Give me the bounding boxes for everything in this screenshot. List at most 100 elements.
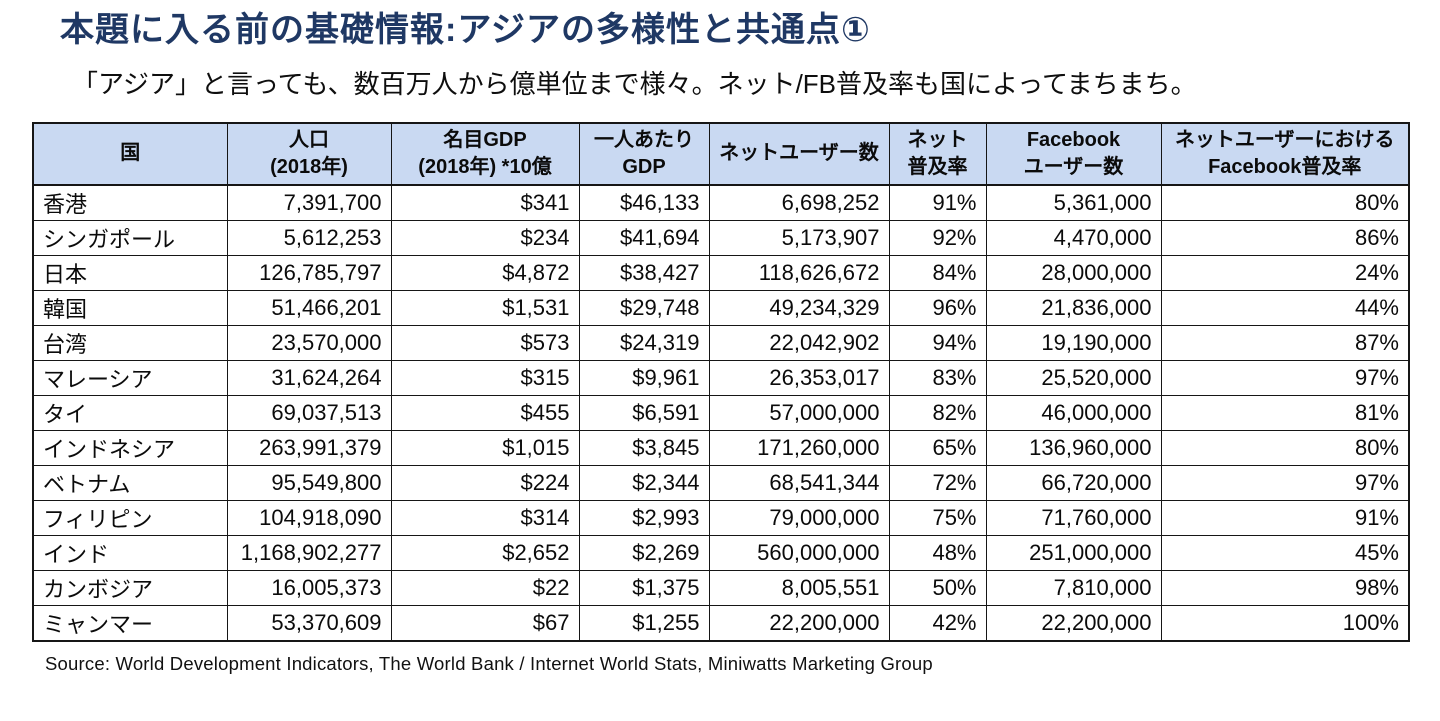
value-cell: 81% [1160, 394, 1410, 431]
value-cell: 91% [1160, 499, 1410, 536]
table-row: ベトナム 95,549,800 $224 $2,344 68,541,344 72% 66,… [32, 464, 1410, 501]
value-cell: $67 [390, 604, 580, 642]
value-cell: 57,000,000 [708, 394, 890, 431]
table-header-row: 国人口 (2018年) 名目GDP (2018年) *10億 一人あたり GDP ネッ… [32, 122, 1410, 186]
country-cell: マレーシア [32, 359, 228, 396]
country-cell: ミャンマー [32, 604, 228, 642]
value-cell: 46,000,000 [985, 394, 1162, 431]
value-cell: $6,591 [578, 394, 710, 431]
value-cell: 53,370,609 [226, 604, 392, 642]
country-cell: 台湾 [32, 324, 228, 361]
table-row: ミャンマー 53,370,609 $67 $1,255 22,200,000 42% 22,… [32, 604, 1410, 642]
value-cell: $455 [390, 394, 580, 431]
value-cell: $234 [390, 219, 580, 256]
value-cell: 171,260,000 [708, 429, 890, 466]
table-row: インド 1,168,902,277 $2,652 $2,269 560,000,000 4… [32, 534, 1410, 571]
value-cell: 251,000,000 [985, 534, 1162, 571]
table-row: カンボジア 16,005,373 $22 $1,375 8,005,551 50% 7,81… [32, 569, 1410, 606]
value-cell: $46,133 [578, 184, 710, 221]
value-cell: 92% [888, 219, 987, 256]
country-cell: インドネシア [32, 429, 228, 466]
table-row: マレーシア 31,624,264 $315 $9,961 26,353,017 83% 25… [32, 359, 1410, 396]
value-cell: 7,810,000 [985, 569, 1162, 606]
country-cell: 日本 [32, 254, 228, 291]
country-cell: 香港 [32, 184, 228, 221]
column-header-country: 国 [32, 122, 228, 186]
table-row: 台湾 23,570,000 $573 $24,319 22,042,902 94% 19,1… [32, 324, 1410, 361]
value-cell: 6,698,252 [708, 184, 890, 221]
value-cell: 80% [1160, 184, 1410, 221]
value-cell: 126,785,797 [226, 254, 392, 291]
value-cell: 22,200,000 [708, 604, 890, 642]
value-cell: $314 [390, 499, 580, 536]
value-cell: $24,319 [578, 324, 710, 361]
value-cell: $1,015 [390, 429, 580, 466]
source-note: Source: World Development Indicators, Th… [45, 652, 933, 674]
value-cell: 16,005,373 [226, 569, 392, 606]
value-cell: $38,427 [578, 254, 710, 291]
value-cell: $2,652 [390, 534, 580, 571]
value-cell: 69,037,513 [226, 394, 392, 431]
table-row: フィリピン 104,918,090 $314 $2,993 79,000,000 75% 7… [32, 499, 1410, 536]
value-cell: 8,005,551 [708, 569, 890, 606]
value-cell: $41,694 [578, 219, 710, 256]
page-subtitle: 「アジア」と言っても、数百万人から億単位まで様々。ネット/FB普及率も国によって… [72, 68, 1197, 99]
column-header-gdp-per-capita: 一人あたり GDP [578, 122, 710, 186]
value-cell: 65% [888, 429, 987, 466]
value-cell: $573 [390, 324, 580, 361]
value-cell: $3,845 [578, 429, 710, 466]
value-cell: 19,190,000 [985, 324, 1162, 361]
value-cell: 100% [1160, 604, 1410, 642]
value-cell: 66,720,000 [985, 464, 1162, 501]
table-row: タイ 69,037,513 $455 $6,591 57,000,000 82% 46,00… [32, 394, 1410, 431]
value-cell: 83% [888, 359, 987, 396]
value-cell: 68,541,344 [708, 464, 890, 501]
table-row: 香港 7,391,700 $341 $46,133 6,698,252 91% 5,361,… [32, 184, 1410, 221]
value-cell: $1,255 [578, 604, 710, 642]
table-row: インドネシア 263,991,379 $1,015 $3,845 171,260,000… [32, 429, 1410, 466]
value-cell: 21,836,000 [985, 289, 1162, 326]
value-cell: 5,612,253 [226, 219, 392, 256]
value-cell: 560,000,000 [708, 534, 890, 571]
value-cell: 44% [1160, 289, 1410, 326]
country-cell: カンボジア [32, 569, 228, 606]
value-cell: 48% [888, 534, 987, 571]
value-cell: $1,375 [578, 569, 710, 606]
table-row: シンガポール 5,612,253 $234 $41,694 5,173,907 92% 4,… [32, 219, 1410, 256]
value-cell: $9,961 [578, 359, 710, 396]
value-cell: 50% [888, 569, 987, 606]
value-cell: 94% [888, 324, 987, 361]
value-cell: $29,748 [578, 289, 710, 326]
value-cell: 22,200,000 [985, 604, 1162, 642]
value-cell: 71,760,000 [985, 499, 1162, 536]
asia-country-stats-table: 国人口 (2018年) 名目GDP (2018年) *10億 一人あたり GDP ネッ… [32, 121, 1410, 642]
value-cell: 49,234,329 [708, 289, 890, 326]
value-cell: 72% [888, 464, 987, 501]
value-cell: $2,993 [578, 499, 710, 536]
value-cell: $224 [390, 464, 580, 501]
column-header-nominal-gdp: 名目GDP (2018年) *10億 [390, 122, 580, 186]
value-cell: 95,549,800 [226, 464, 392, 501]
page-title: 本題に入る前の基礎情報:アジアの多様性と共通点① [60, 11, 871, 49]
column-header-fb-penetration: ネットユーザーにおける Facebook普及率 [1160, 122, 1410, 186]
value-cell: 97% [1160, 464, 1410, 501]
value-cell: 45% [1160, 534, 1410, 571]
column-header-net-penetration: ネット 普及率 [888, 122, 987, 186]
value-cell: $22 [390, 569, 580, 606]
country-cell: フィリピン [32, 499, 228, 536]
value-cell: 25,520,000 [985, 359, 1162, 396]
value-cell: 98% [1160, 569, 1410, 606]
column-header-fb-users: Facebook ユーザー数 [985, 122, 1162, 186]
value-cell: $2,344 [578, 464, 710, 501]
value-cell: 91% [888, 184, 987, 221]
value-cell: 82% [888, 394, 987, 431]
value-cell: 79,000,000 [708, 499, 890, 536]
value-cell: $4,872 [390, 254, 580, 291]
value-cell: 23,570,000 [226, 324, 392, 361]
value-cell: 42% [888, 604, 987, 642]
value-cell: $2,269 [578, 534, 710, 571]
column-header-net-users: ネットユーザー数 [708, 122, 890, 186]
value-cell: 263,991,379 [226, 429, 392, 466]
value-cell: 1,168,902,277 [226, 534, 392, 571]
country-cell: 韓国 [32, 289, 228, 326]
